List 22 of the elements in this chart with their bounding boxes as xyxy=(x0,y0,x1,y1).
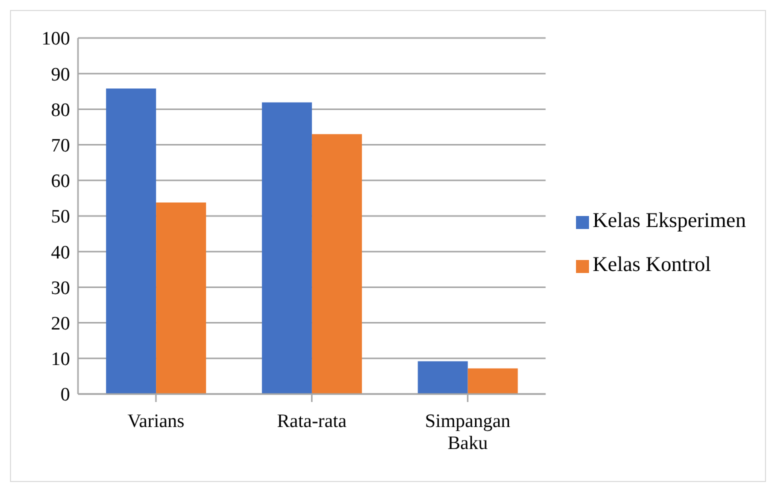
y-tick-label: 0 xyxy=(60,384,70,406)
y-tick-label: 40 xyxy=(51,242,70,264)
y-tick-label: 20 xyxy=(51,314,70,335)
bar xyxy=(156,202,206,394)
bar xyxy=(418,361,468,394)
legend-label: Kelas Kontrol xyxy=(592,252,712,276)
y-tick-label: 10 xyxy=(51,349,70,370)
y-tick-label: 100 xyxy=(42,28,70,50)
y-tick-label: 30 xyxy=(51,278,70,299)
bar xyxy=(106,88,156,394)
legend-label: Kelas Eksperimen xyxy=(592,208,746,232)
y-tick-label: 50 xyxy=(51,206,70,228)
y-tick-label: 90 xyxy=(51,64,70,86)
bar xyxy=(312,134,362,394)
bar xyxy=(262,102,312,394)
x-tick-label: Simpangan Baku xyxy=(424,411,511,454)
y-tick-label: 60 xyxy=(51,171,70,192)
y-tick-label: 70 xyxy=(51,136,70,157)
x-tick-label: Rata-rata xyxy=(277,411,348,432)
bar xyxy=(468,368,518,394)
x-tick-label: Varians xyxy=(127,411,184,432)
y-tick-label: 80 xyxy=(51,100,70,121)
